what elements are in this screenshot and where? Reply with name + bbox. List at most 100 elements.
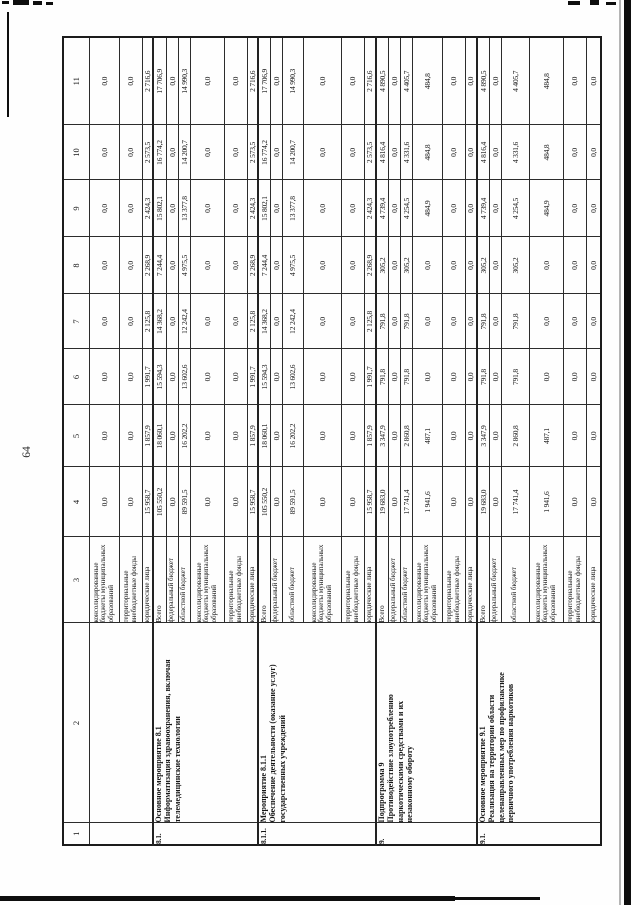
amount-cell: 0,0: [119, 125, 142, 180]
scan-artifact: [2, 1, 9, 4]
amount-cell: 4 890,5: [376, 37, 388, 125]
amount-cell: 105 550,2: [153, 467, 166, 537]
funding-source-cell: федеральный бюджет: [388, 537, 400, 623]
amount-cell: 0,0: [586, 405, 601, 467]
col-header-cell: 6: [63, 349, 89, 405]
amount-cell: 0,0: [89, 467, 119, 537]
amount-cell: 0,0: [489, 180, 501, 237]
amount-cell: 0,0: [270, 37, 282, 125]
col-header-cell: 5: [63, 405, 89, 467]
amount-cell: 0,0: [89, 125, 119, 180]
budget-table: 1 2 3 4 5 6 7 8 9 10 11 консолидированные бюджеты м…: [62, 36, 602, 846]
row-number-cell: [89, 823, 153, 845]
funding-source-cell: консолидированные бюджеты муниципальных …: [412, 537, 442, 623]
funding-source-cell: консолидированные бюджеты муниципальных …: [190, 537, 224, 623]
amount-cell: 0,0: [303, 294, 341, 349]
amount-cell: 0,0: [465, 294, 477, 349]
amount-cell: 0,0: [224, 237, 247, 294]
col-header-cell: 10: [63, 125, 89, 180]
amount-cell: 0,0: [303, 349, 341, 405]
amount-cell: 0,0: [89, 180, 119, 237]
amount-cell: 17 741,4: [501, 467, 529, 537]
amount-cell: 0,0: [388, 349, 400, 405]
funding-source-cell: областной бюджет: [501, 537, 529, 623]
amount-cell: 0,0: [341, 237, 364, 294]
amount-cell: 15 594,3: [153, 349, 166, 405]
amount-cell: 0,0: [465, 349, 477, 405]
funding-source-cell: федеральный бюджет: [166, 537, 178, 623]
amount-cell: 2 125,8: [247, 294, 258, 349]
amount-cell: 0,0: [341, 467, 364, 537]
amount-cell: 3 347,9: [477, 405, 489, 467]
amount-cell: 12 242,4: [282, 294, 303, 349]
amount-cell: 4 739,4: [477, 180, 489, 237]
scan-artifact: [13, 0, 29, 5]
amount-cell: 4 254,5: [501, 180, 529, 237]
funding-source-cell: территориальные внебюджетные фонды: [563, 537, 586, 623]
table-row: 8.1.1. Мероприятие 8.1.1 Обеспечение деят…: [258, 37, 376, 845]
amount-cell: 1 857,9: [247, 405, 258, 467]
scan-artifact: [606, 2, 616, 5]
amount-cell: 13 602,6: [282, 349, 303, 405]
amount-cell: 0,0: [442, 180, 465, 237]
funding-source-cell: юридические лица: [247, 537, 258, 623]
amount-cell: 2 268,9: [142, 237, 153, 294]
amount-cell: 0,0: [166, 37, 178, 125]
amount-cell: 2 573,5: [247, 125, 258, 180]
amount-cell: 0,0: [303, 125, 341, 180]
amount-cell: 0,0: [412, 237, 442, 294]
amount-cell: 0,0: [341, 294, 364, 349]
amount-cell: 14 200,7: [178, 125, 190, 180]
amount-cell: 305,2: [501, 237, 529, 294]
amount-cell: 2 268,9: [364, 237, 376, 294]
amount-cell: 19 683,0: [477, 467, 489, 537]
amount-cell: 3 347,9: [376, 405, 388, 467]
funding-source-cell: Всего: [258, 537, 270, 623]
amount-cell: 0,0: [224, 349, 247, 405]
scan-artifact: [0, 896, 455, 901]
amount-cell: 0,0: [190, 125, 224, 180]
amount-cell: 13 377,8: [178, 180, 190, 237]
scan-artifact: [619, 0, 621, 905]
amount-cell: 16 202,2: [178, 405, 190, 467]
funding-source-cell: консолидированные бюджеты муниципальных …: [89, 537, 119, 623]
amount-cell: 0,0: [465, 237, 477, 294]
amount-cell: 4 739,4: [376, 180, 388, 237]
amount-cell: 15 802,1: [258, 180, 270, 237]
col-header-cell: 3: [63, 537, 89, 623]
col-header-cell: 8: [63, 237, 89, 294]
amount-cell: 17 706,9: [258, 37, 270, 125]
funding-source-cell: областной бюджет: [282, 537, 303, 623]
activity-title-cell: Основное мероприятие 8.1 Информатизация …: [153, 623, 258, 823]
amount-cell: 0,0: [341, 180, 364, 237]
amount-cell: 0,0: [224, 294, 247, 349]
amount-cell: 0,0: [341, 37, 364, 125]
funding-source-cell: территориальные внебюджетные фонды: [224, 537, 247, 623]
amount-cell: 0,0: [489, 294, 501, 349]
activity-title-cell: Подпрограмма 9 Противодействие злоупотре…: [376, 623, 477, 823]
amount-cell: 4 405,7: [501, 37, 529, 125]
funding-source-cell: территориальные внебюджетные фонды: [341, 537, 364, 623]
amount-cell: 4 975,5: [178, 237, 190, 294]
amount-cell: 0,0: [388, 237, 400, 294]
amount-cell: 0,0: [529, 294, 563, 349]
amount-cell: 14 200,7: [282, 125, 303, 180]
amount-cell: 0,0: [465, 37, 477, 125]
amount-cell: 0,0: [119, 37, 142, 125]
amount-cell: 0,0: [190, 180, 224, 237]
amount-cell: 0,0: [412, 294, 442, 349]
amount-cell: 4 975,5: [282, 237, 303, 294]
scan-artifact: [590, 0, 599, 5]
amount-cell: 0,0: [270, 349, 282, 405]
funding-source-cell: областной бюджет: [178, 537, 190, 623]
amount-cell: 0,0: [270, 237, 282, 294]
amount-cell: 0,0: [119, 237, 142, 294]
amount-cell: 2 716,6: [364, 37, 376, 125]
amount-cell: 0,0: [190, 37, 224, 125]
amount-cell: 0,0: [224, 180, 247, 237]
col-header-cell: 9: [63, 180, 89, 237]
amount-cell: 0,0: [388, 405, 400, 467]
funding-source-cell: юридические лица: [364, 537, 376, 623]
amount-cell: 0,0: [489, 467, 501, 537]
amount-cell: 18 060,1: [153, 405, 166, 467]
